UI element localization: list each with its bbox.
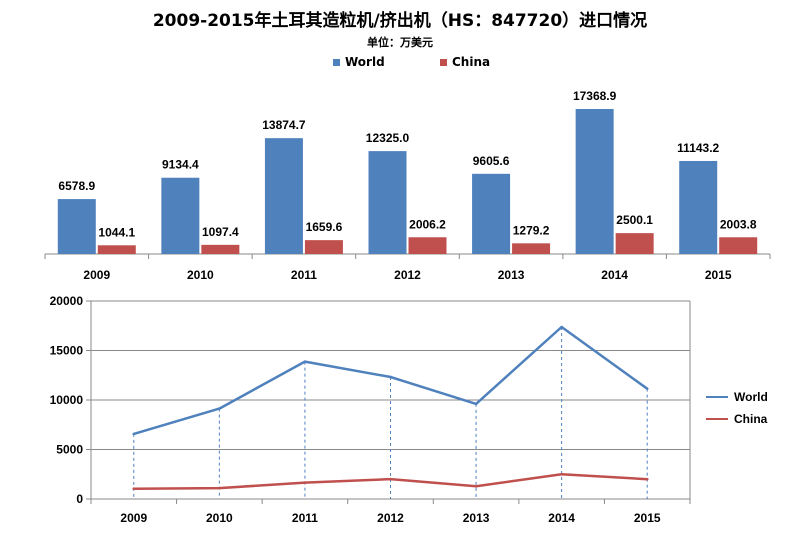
bar-china (201, 244, 240, 254)
bar-china-value-label: 2500.1 (616, 213, 653, 227)
legend-china-right: China (706, 412, 767, 426)
line-y-tick-label: 0 (76, 492, 83, 506)
legend-china-swatch (440, 58, 447, 66)
line-series-world (133, 325, 648, 436)
line-point-china (218, 486, 221, 490)
legend-world-swatch (333, 58, 340, 66)
bar-world-value-label: 9605.6 (473, 154, 510, 168)
bar-china-value-label: 1044.1 (98, 225, 135, 239)
line-point-china (474, 485, 478, 488)
bar-world (264, 138, 303, 254)
line-point-world (560, 325, 563, 329)
bar-x-tick-label: 2013 (498, 268, 525, 282)
line-x-tick-label: 2012 (377, 511, 404, 525)
bar-world-value-label: 12325.0 (366, 131, 410, 145)
line-point-world (303, 360, 307, 363)
line-x-tick-label: 2014 (548, 511, 575, 525)
bar-china-value-label: 1659.6 (306, 220, 343, 234)
bar-x-tick-label: 2010 (187, 268, 214, 282)
bar-x-tick-label: 2014 (601, 268, 628, 282)
bar-china-value-label: 2003.8 (720, 217, 757, 231)
legend-world-line (706, 396, 728, 398)
legend-world-right: World (706, 390, 768, 404)
line-x-tick-label: 2011 (292, 511, 318, 525)
bar-world (57, 199, 96, 254)
line-point-world (218, 407, 221, 410)
line-point-world (645, 387, 649, 390)
line-point-world (132, 432, 136, 436)
bar-world (679, 160, 718, 254)
bar-world-value-label: 6578.9 (58, 179, 95, 193)
legend-china-label: China (452, 55, 491, 69)
bar-china (97, 245, 136, 254)
bar-china (719, 237, 758, 254)
bar-world (368, 151, 407, 254)
bar-china-value-label: 1097.4 (202, 225, 239, 239)
line-x-tick-label: 2015 (634, 511, 661, 525)
bar-world (575, 109, 614, 254)
chart-title: 2009-2015年土耳其造粒机/挤出机（HS：847720）进口情况 (152, 11, 648, 31)
legend-world-label: World (345, 55, 385, 69)
legend-world-right-label: World (734, 390, 768, 404)
line-point-china (389, 477, 392, 481)
legend-china-line (706, 418, 728, 420)
legend-china-top: China (440, 54, 490, 70)
legend-world-top: World (333, 54, 385, 70)
bar-x-tick-label: 2011 (291, 268, 317, 282)
bar-x-tick-label: 2012 (394, 268, 421, 282)
line-point-china (645, 477, 649, 481)
bar-china-value-label: 2006.2 (409, 217, 446, 231)
line-y-tick-label: 10000 (50, 393, 84, 407)
bar-china (512, 243, 551, 254)
line-point-world (474, 402, 478, 406)
line-point-world (389, 375, 392, 379)
legend-china-right-label: China (734, 412, 768, 426)
bar-china (408, 237, 447, 254)
bar-world-value-label: 9134.4 (162, 158, 199, 172)
bar-world-value-label: 13874.7 (262, 118, 306, 132)
line-x-tick-label: 2010 (206, 511, 233, 525)
bar-x-tick-label: 2015 (705, 268, 732, 282)
line-point-china (132, 487, 136, 490)
line-y-tick-label: 15000 (50, 344, 84, 358)
bar-world (472, 173, 511, 254)
line-point-china (303, 481, 307, 484)
bar-china (304, 240, 343, 254)
bar-china (615, 233, 654, 254)
line-x-tick-label: 2013 (463, 511, 490, 525)
bar-world (161, 177, 200, 254)
line-chart: 0 5000 10000 15000 20000 2009 2010 2011 2012 2013… (50, 294, 691, 525)
bar-world-value-label: 11143.2 (677, 141, 719, 155)
line-y-tick-label: 5000 (56, 443, 83, 457)
line-point-china (560, 472, 563, 476)
bar-chart: 6578.9 1044.1 2009 9134.4 1097.4 2010 13874.7 1… (44, 89, 771, 282)
bar-world-value-label: 17368.9 (573, 89, 617, 103)
bar-china-value-label: 1279.2 (513, 223, 550, 237)
line-y-tick-label: 20000 (50, 294, 84, 308)
line-x-tick-label: 2009 (120, 511, 147, 525)
unit-subtitle: 单位：万美元 (367, 36, 433, 49)
bar-x-tick-label: 2009 (83, 268, 110, 282)
